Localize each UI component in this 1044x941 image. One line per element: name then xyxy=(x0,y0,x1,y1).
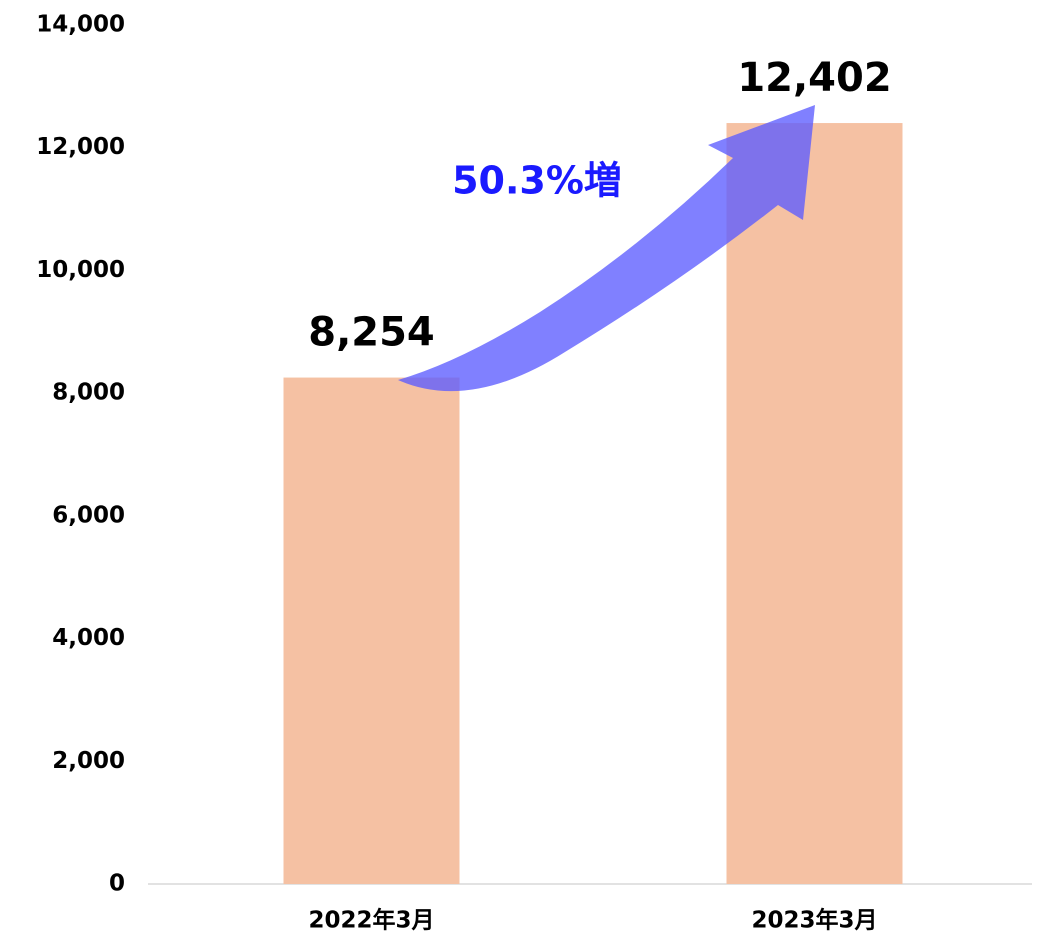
x-tick-label: 2022年3月 xyxy=(308,907,434,934)
y-tick-label: 0 xyxy=(109,871,125,897)
y-tick-label: 12,000 xyxy=(36,134,125,160)
annotation: 50.3%増 xyxy=(452,159,622,203)
y-tick-label: 14,000 xyxy=(36,12,125,38)
value-label: 8,254 xyxy=(308,310,435,356)
growth-arrow xyxy=(398,105,815,392)
y-tick-label: 8,000 xyxy=(52,380,125,406)
x-tick-label: 2023年3月 xyxy=(751,907,877,934)
y-tick-label: 6,000 xyxy=(52,502,125,528)
bar xyxy=(726,123,903,885)
y-tick-label: 4,000 xyxy=(52,625,125,651)
y-tick-label: 2,000 xyxy=(52,748,125,774)
bar xyxy=(283,377,460,884)
value-label: 12,402 xyxy=(737,55,891,101)
bars xyxy=(283,123,903,885)
y-tick-label: 10,000 xyxy=(36,257,125,283)
